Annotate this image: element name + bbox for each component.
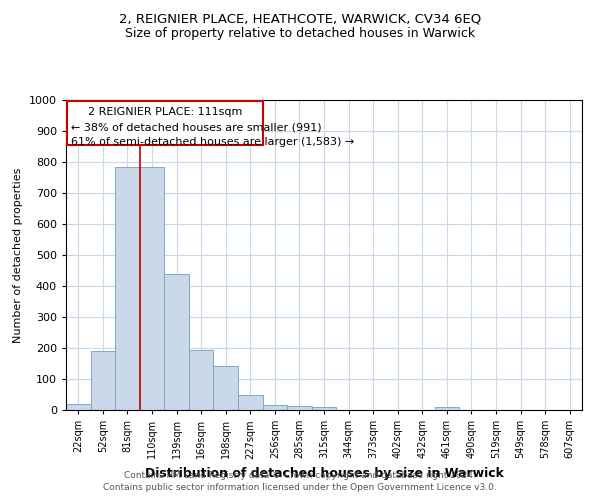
Text: Size of property relative to detached houses in Warwick: Size of property relative to detached ho… <box>125 28 475 40</box>
Text: ← 38% of detached houses are smaller (991): ← 38% of detached houses are smaller (99… <box>71 122 322 132</box>
Bar <box>115 166 140 410</box>
X-axis label: Distribution of detached houses by size in Warwick: Distribution of detached houses by size … <box>145 467 503 480</box>
Text: 61% of semi-detached houses are larger (1,583) →: 61% of semi-detached houses are larger (… <box>71 136 354 146</box>
Text: Contains HM Land Registry data © Crown copyright and database right 2024.
Contai: Contains HM Land Registry data © Crown c… <box>103 471 497 492</box>
Bar <box>263 406 287 410</box>
Text: 2 REIGNIER PLACE: 111sqm: 2 REIGNIER PLACE: 111sqm <box>88 108 242 118</box>
Bar <box>312 407 336 410</box>
Bar <box>140 166 164 410</box>
Bar <box>287 406 312 410</box>
Bar <box>189 350 214 410</box>
Text: 2, REIGNIER PLACE, HEATHCOTE, WARWICK, CV34 6EQ: 2, REIGNIER PLACE, HEATHCOTE, WARWICK, C… <box>119 12 481 26</box>
Bar <box>66 404 91 410</box>
Bar <box>91 351 115 410</box>
Bar <box>434 407 459 410</box>
FancyBboxPatch shape <box>67 100 263 145</box>
Y-axis label: Number of detached properties: Number of detached properties <box>13 168 23 342</box>
Bar <box>238 395 263 410</box>
Bar <box>214 366 238 410</box>
Bar <box>164 274 189 410</box>
